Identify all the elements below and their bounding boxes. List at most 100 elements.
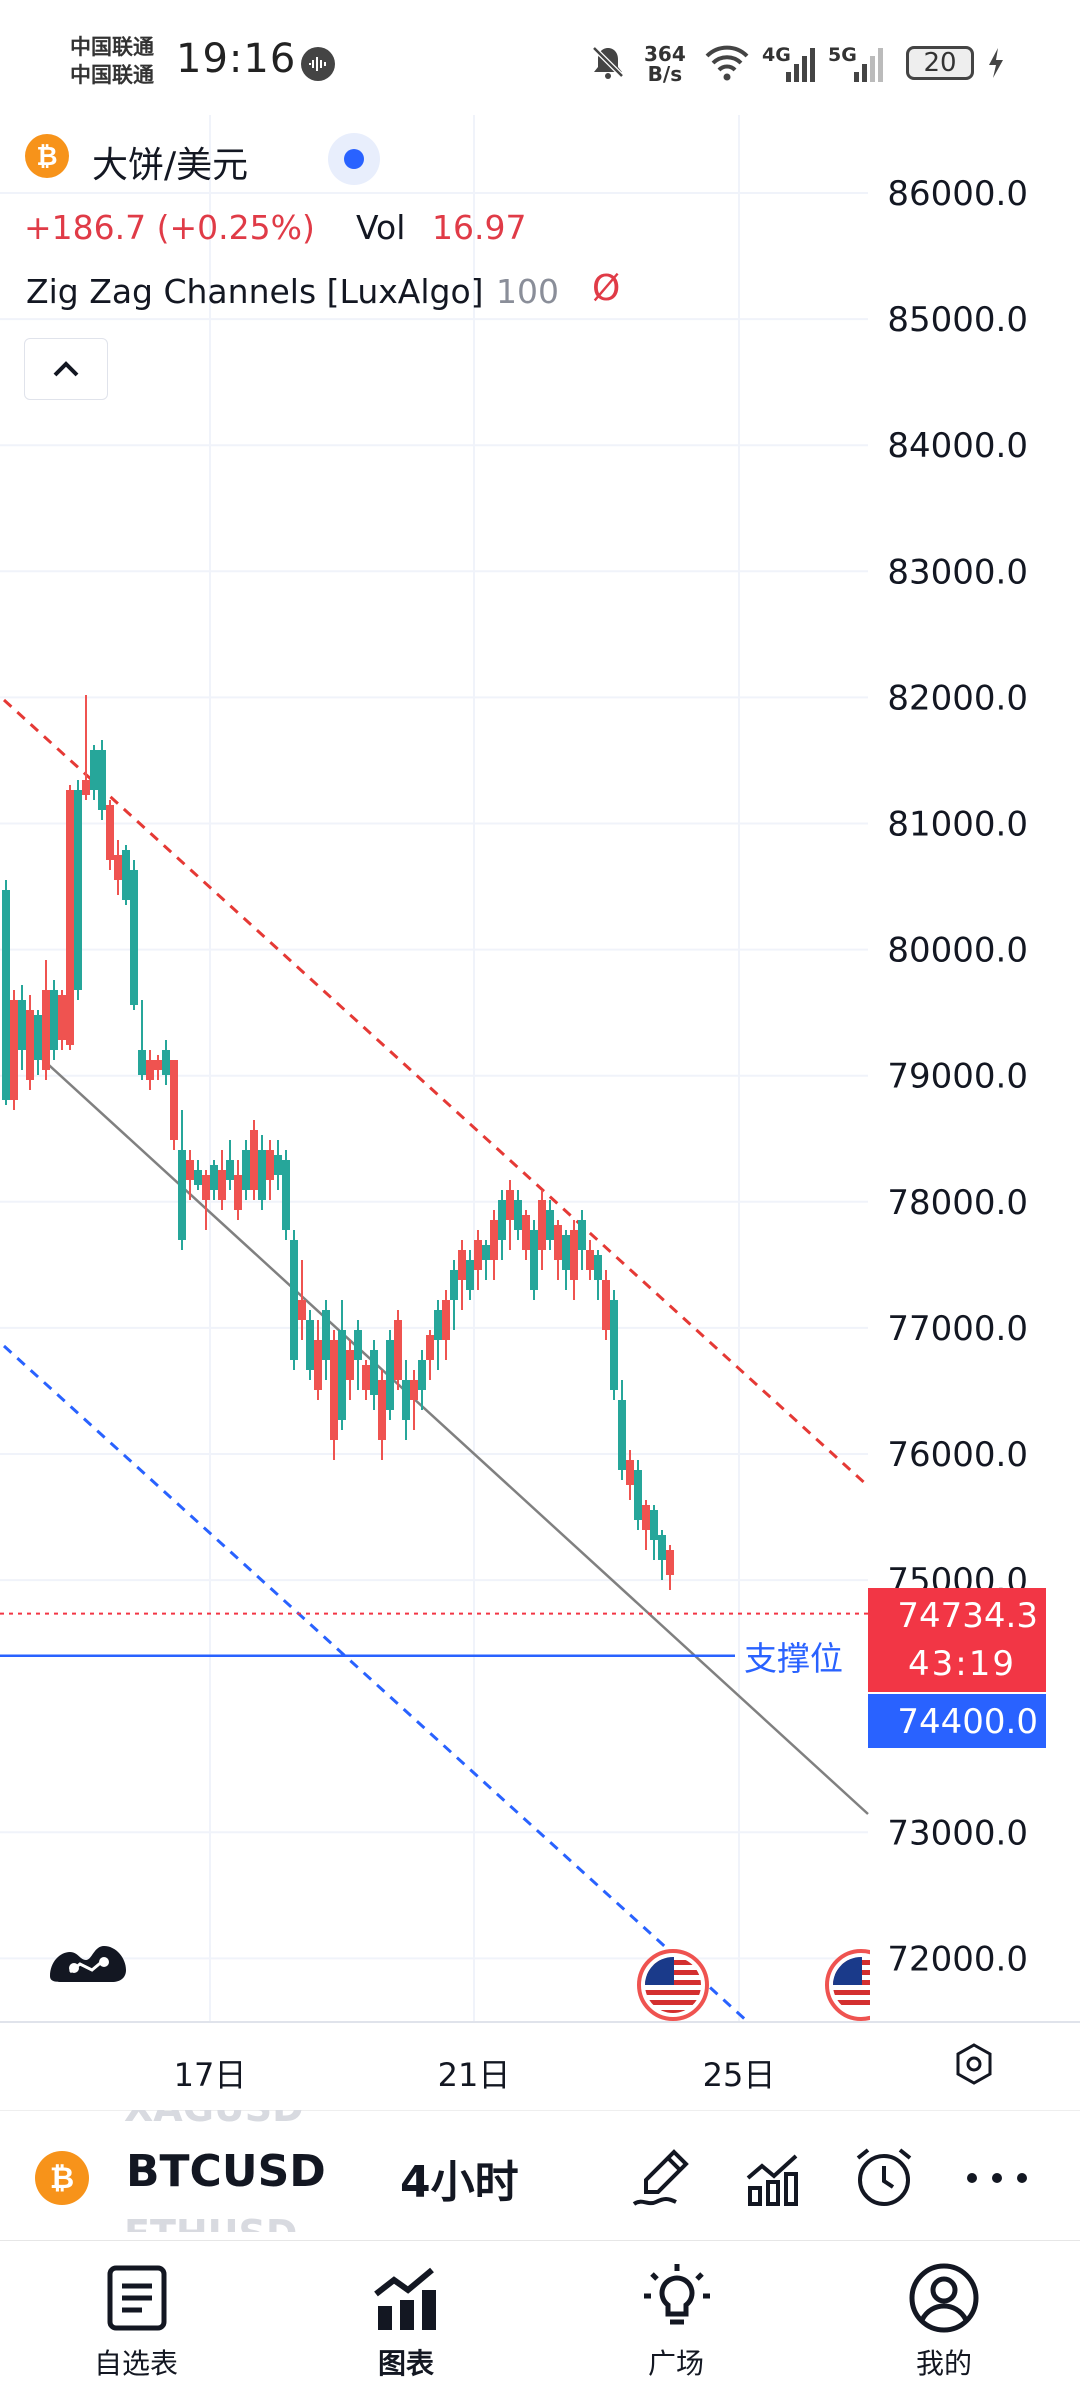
candle-body	[146, 1060, 154, 1080]
candle-body	[586, 1250, 594, 1270]
us-flag-event-icon-2[interactable]	[824, 1948, 870, 2022]
candle-body	[362, 1365, 370, 1390]
time-tick-label: 17日	[174, 2056, 247, 2094]
alerts-button[interactable]	[850, 2144, 918, 2216]
indicator-name[interactable]: Zig Zag Channels [LuxAlgo]	[26, 272, 484, 311]
candle-body	[618, 1400, 626, 1470]
candle-body	[34, 1015, 42, 1060]
drawing-tools-button[interactable]	[628, 2144, 696, 2216]
us-flag-event-icon[interactable]	[636, 1948, 710, 2026]
market-status-dot[interactable]	[328, 133, 380, 185]
candle-body	[658, 1535, 666, 1560]
candle-body	[434, 1310, 442, 1340]
candle-body	[610, 1300, 618, 1390]
price-tick-label: 72000.0	[887, 1939, 1028, 1979]
candle-body	[106, 805, 114, 860]
candle-body	[322, 1310, 330, 1360]
signal-2-icon	[852, 44, 888, 88]
time-tick-label: 21日	[438, 2056, 511, 2094]
candle-body	[338, 1330, 346, 1420]
candle-body	[514, 1200, 522, 1230]
candle-body	[234, 1175, 242, 1210]
candle-body	[522, 1215, 530, 1250]
more-dots-icon	[967, 2173, 1027, 2183]
battery-level: 20	[923, 48, 957, 78]
volume-label: Vol	[356, 208, 406, 247]
price-tick-label: 86000.0	[887, 174, 1028, 214]
candle-body	[666, 1550, 674, 1575]
candle-body	[450, 1270, 458, 1300]
candle-body	[298, 1300, 306, 1320]
previous-symbol-ghost[interactable]: XAGUSD	[124, 2086, 304, 2130]
indicator-hidden-icon[interactable]: Ø	[592, 268, 621, 309]
wifi-icon	[704, 44, 750, 86]
time-tick-label: 25日	[703, 2056, 776, 2094]
net-speed-unit: B/s	[647, 62, 683, 86]
price-change: +186.7 (+0.25%)	[24, 208, 315, 247]
candle-body	[194, 1170, 202, 1185]
tradingview-logo[interactable]	[46, 1932, 132, 1992]
net-speed: 364 B/s	[644, 44, 686, 84]
candle-body	[442, 1300, 450, 1340]
price-tick-label: 78000.0	[887, 1183, 1028, 1223]
candle-body	[82, 780, 90, 795]
user-profile-icon	[909, 2263, 979, 2333]
candle-body	[42, 990, 50, 1070]
candle-body	[98, 750, 106, 810]
candle-body	[2, 890, 10, 1100]
candle-body	[186, 1160, 194, 1180]
candle-body	[538, 1200, 546, 1250]
symbol-title[interactable]: 大饼/美元	[92, 145, 249, 186]
candle-body	[114, 855, 122, 880]
nav-chart[interactable]: 图表	[326, 2240, 486, 2388]
indicators-button[interactable]	[740, 2144, 808, 2216]
candle-body	[210, 1165, 218, 1190]
candle-body	[170, 1060, 178, 1140]
candle-body	[394, 1320, 402, 1380]
interval-button[interactable]: 4小时	[400, 2157, 519, 2208]
candle-body	[266, 1150, 274, 1180]
nav-watchlist[interactable]: 自选表	[56, 2240, 216, 2388]
symbol-logo-header: ₿	[24, 133, 70, 183]
next-symbol-ghost[interactable]: ETHUSD	[124, 2212, 297, 2232]
price-chart[interactable]: 86000.0 85000.0 84000.0 83000.0 82000.0 81000…	[0, 0, 1080, 2110]
more-button[interactable]	[962, 2158, 1032, 2202]
candle-body	[490, 1220, 498, 1260]
candle-body	[402, 1380, 410, 1420]
candle-body	[418, 1360, 426, 1390]
candle-body	[314, 1340, 322, 1390]
symbol-search-button[interactable]: BTCUSD	[126, 2146, 326, 2197]
candle-body	[154, 1060, 162, 1070]
price-tick-label: 80000.0	[887, 931, 1028, 971]
candle-body	[250, 1130, 258, 1190]
bottom-nav	[0, 2240, 1080, 2389]
current-price: 74734.3	[897, 1596, 1038, 1636]
clock: 19:16	[176, 36, 297, 82]
candle-body	[66, 790, 74, 1045]
candle-body	[386, 1340, 394, 1410]
chart-icon	[374, 2267, 436, 2330]
charging-icon	[986, 46, 1006, 84]
candle-body	[562, 1235, 570, 1270]
candle-body	[74, 790, 82, 990]
candle-body	[26, 1010, 34, 1080]
candle-body	[370, 1350, 378, 1395]
candle-body	[474, 1240, 482, 1270]
candle-body	[226, 1160, 234, 1180]
candle-body	[178, 1150, 186, 1240]
candle-body	[258, 1150, 266, 1200]
nav-me[interactable]: 我的	[864, 2240, 1024, 2388]
battery-icon: 20	[906, 46, 974, 80]
signal-1-icon	[784, 44, 820, 88]
price-tick-label: 81000.0	[887, 805, 1028, 845]
chart-settings-icon[interactable]	[950, 2040, 998, 2092]
candle-body	[626, 1460, 634, 1485]
mute-bell-icon	[588, 42, 628, 86]
candle-body	[50, 990, 58, 1050]
pencil-icon	[632, 2149, 689, 2206]
nav-ideas[interactable]: 广场	[596, 2240, 756, 2388]
candle-body	[162, 1050, 170, 1075]
collapse-legend-button[interactable]	[24, 338, 108, 400]
price-tick-label: 82000.0	[887, 678, 1028, 718]
candle-body	[130, 870, 138, 1005]
